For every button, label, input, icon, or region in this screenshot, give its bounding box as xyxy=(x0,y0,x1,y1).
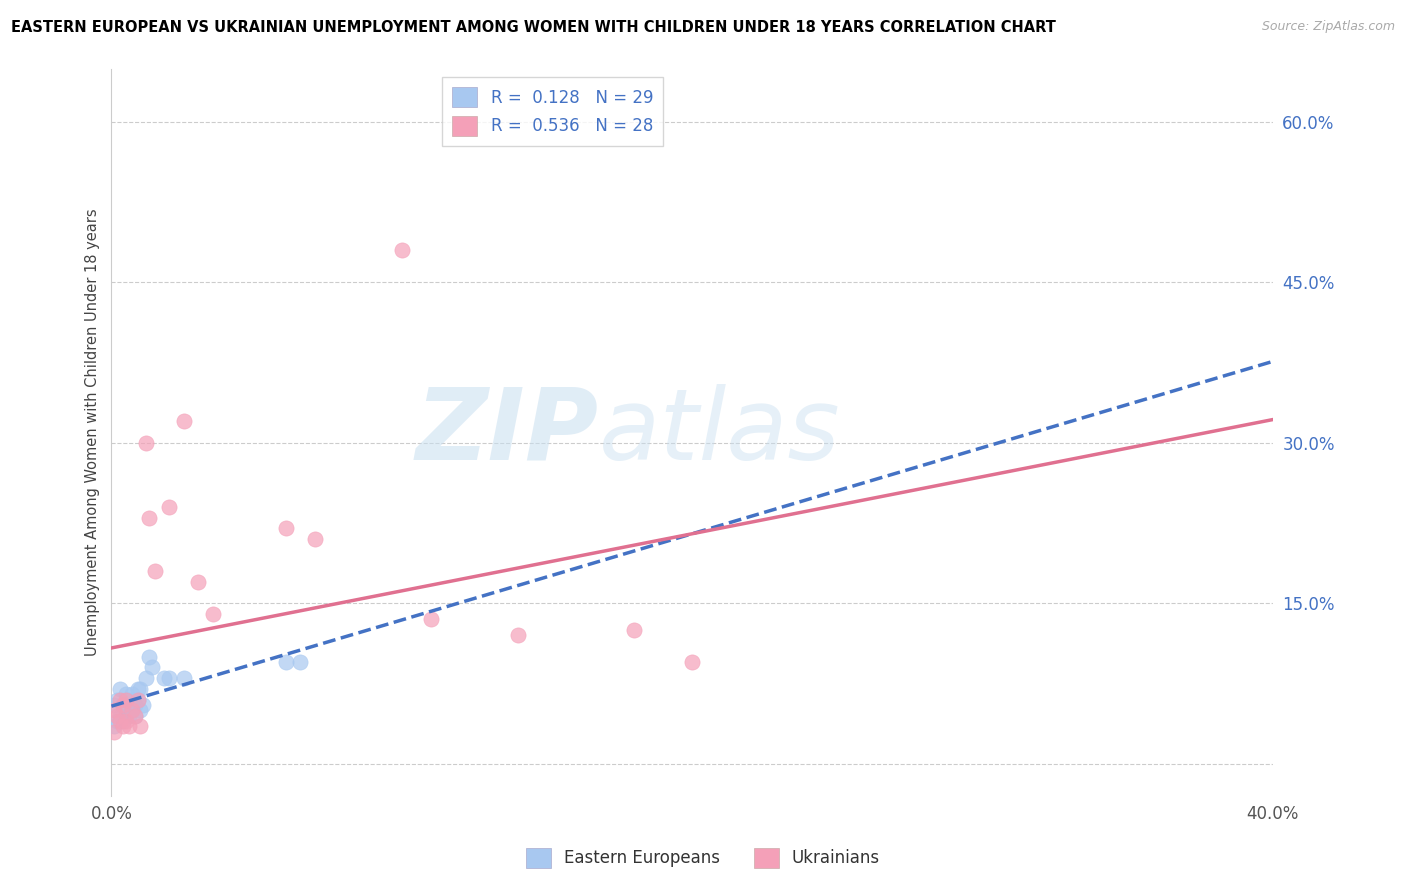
Point xyxy=(127,681,149,696)
Point xyxy=(173,414,195,428)
Point xyxy=(132,698,155,712)
Point xyxy=(103,703,125,717)
Point xyxy=(124,698,146,712)
Point xyxy=(391,244,413,258)
Point xyxy=(187,574,209,589)
Point xyxy=(111,719,134,733)
Text: EASTERN EUROPEAN VS UKRAINIAN UNEMPLOYMENT AMONG WOMEN WITH CHILDREN UNDER 18 YE: EASTERN EUROPEAN VS UKRAINIAN UNEMPLOYME… xyxy=(11,20,1056,35)
Point xyxy=(129,719,152,733)
Point xyxy=(124,708,146,723)
Point xyxy=(118,719,141,733)
Point xyxy=(121,687,143,701)
Point xyxy=(108,708,131,723)
Point xyxy=(124,708,146,723)
Point xyxy=(138,510,160,524)
Point xyxy=(202,607,225,621)
Point xyxy=(115,703,138,717)
Point xyxy=(103,719,125,733)
Point xyxy=(143,564,166,578)
Point xyxy=(115,692,138,706)
Point xyxy=(103,698,125,712)
Point xyxy=(115,714,138,728)
Point xyxy=(129,703,152,717)
Point xyxy=(304,532,326,546)
Point xyxy=(141,660,163,674)
Point xyxy=(506,628,529,642)
Point xyxy=(108,714,131,728)
Point xyxy=(108,692,131,706)
Point xyxy=(129,681,152,696)
Point xyxy=(105,708,128,723)
Point xyxy=(121,703,143,717)
Point xyxy=(111,714,134,728)
Point xyxy=(105,714,128,728)
Point xyxy=(118,692,141,706)
Point xyxy=(274,521,297,535)
Point xyxy=(274,655,297,669)
Point xyxy=(111,698,134,712)
Text: ZIP: ZIP xyxy=(416,384,599,481)
Point xyxy=(115,687,138,701)
Point xyxy=(152,671,174,685)
Point xyxy=(623,623,645,637)
Legend: R =  0.128   N = 29, R =  0.536   N = 28: R = 0.128 N = 29, R = 0.536 N = 28 xyxy=(443,77,664,146)
Point xyxy=(135,671,157,685)
Point xyxy=(111,698,134,712)
Point xyxy=(127,692,149,706)
Text: Source: ZipAtlas.com: Source: ZipAtlas.com xyxy=(1261,20,1395,33)
Legend: Eastern Europeans, Ukrainians: Eastern Europeans, Ukrainians xyxy=(519,841,887,875)
Point xyxy=(118,708,141,723)
Point xyxy=(681,655,703,669)
Point xyxy=(135,435,157,450)
Point xyxy=(288,655,311,669)
Point xyxy=(103,724,125,739)
Text: atlas: atlas xyxy=(599,384,841,481)
Y-axis label: Unemployment Among Women with Children Under 18 years: Unemployment Among Women with Children U… xyxy=(86,209,100,656)
Point xyxy=(159,500,181,514)
Point xyxy=(173,671,195,685)
Point xyxy=(419,612,441,626)
Point xyxy=(159,671,181,685)
Point xyxy=(108,681,131,696)
Point xyxy=(127,692,149,706)
Point xyxy=(121,703,143,717)
Point xyxy=(105,692,128,706)
Point xyxy=(138,649,160,664)
